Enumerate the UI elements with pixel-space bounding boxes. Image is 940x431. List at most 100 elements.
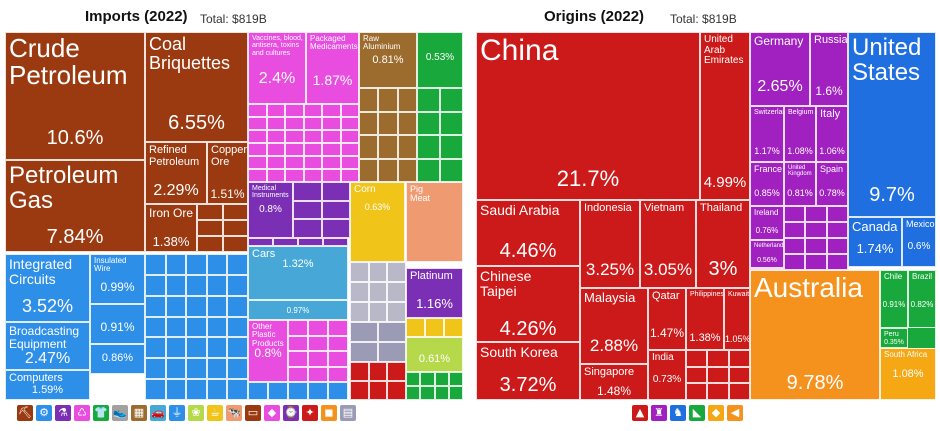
imports-small-tile[interactable] (387, 262, 406, 282)
origins-small-tile[interactable] (686, 366, 708, 384)
origins-tile-russia[interactable]: Russia 1.6% (810, 32, 848, 106)
origins-small-tile[interactable] (784, 206, 806, 222)
imports-small-tile[interactable] (359, 135, 379, 159)
origins-small-tile[interactable] (728, 350, 750, 367)
imports-legend-transport-icon[interactable]: 🚗 (150, 405, 166, 421)
imports-small-tile[interactable] (378, 322, 406, 342)
imports-small-tile[interactable] (206, 254, 228, 275)
imports-small-tile[interactable] (206, 379, 228, 400)
origins-small-tile[interactable] (784, 238, 806, 254)
imports-legend-art-icon[interactable]: ◆ (264, 405, 280, 421)
imports-small-tile[interactable] (186, 295, 207, 317)
imports-small-tile[interactable] (248, 169, 267, 182)
imports-small-tile[interactable] (227, 274, 248, 296)
imports-legend-vegetable-icon[interactable]: ❀ (188, 405, 204, 421)
imports-small-tile[interactable] (165, 358, 187, 380)
imports-small-tile[interactable] (145, 358, 166, 380)
imports-small-tile[interactable] (350, 381, 369, 400)
imports-small-tile[interactable] (303, 117, 322, 130)
imports-small-tile[interactable] (444, 318, 463, 337)
origins-legend-north-america-icon[interactable]: ♞ (670, 405, 686, 421)
origins-tile-france[interactable]: France 0.85% (750, 162, 784, 206)
imports-small-tile[interactable] (417, 135, 440, 159)
imports-small-tile[interactable] (227, 337, 248, 359)
origins-small-tile[interactable] (784, 222, 806, 238)
imports-small-tile[interactable] (359, 88, 379, 112)
imports-small-tile[interactable] (323, 238, 348, 246)
imports-small-tile[interactable] (448, 386, 463, 400)
origins-small-tile[interactable] (707, 383, 729, 400)
imports-small-tile[interactable] (293, 182, 322, 201)
imports-small-tile[interactable] (322, 117, 341, 130)
imports-small-tile[interactable] (268, 382, 288, 400)
origins-tile-united-arab-emirates[interactable]: United Arab Emirates 4.99% (700, 32, 750, 200)
imports-small-tile[interactable] (248, 238, 273, 246)
origins-tile-south-korea[interactable]: South Korea 3.72% (476, 342, 580, 400)
origins-tile-switzerland[interactable]: Switzerland 1.17% (750, 106, 784, 162)
origins-tile-saudi-arabia[interactable]: Saudi Arabia 4.46% (476, 200, 580, 266)
imports-tile-platinum[interactable]: Platinum 1.16% (406, 268, 463, 318)
imports-small-tile[interactable] (206, 358, 228, 380)
imports-legend-hide-icon[interactable]: ▭ (245, 405, 261, 421)
origins-tile-china[interactable]: China 21.7% (476, 32, 700, 200)
imports-tile-refined-petroleum[interactable]: Refined Petroleum 2.29% (145, 142, 207, 204)
imports-small-tile[interactable] (288, 366, 308, 382)
origins-small-tile[interactable] (707, 366, 729, 384)
imports-small-tile[interactable] (359, 111, 379, 135)
imports-small-tile[interactable] (288, 351, 308, 367)
imports-small-tile[interactable] (397, 135, 417, 159)
imports-tile-other-plastic-products[interactable]: Other Plastic Products 0.8% (248, 320, 288, 382)
origins-small-tile[interactable] (707, 350, 729, 367)
imports-small-tile[interactable] (288, 335, 308, 351)
imports-small-tile[interactable] (368, 262, 388, 282)
imports-tile-vaccines-blood-antisera-toxins-and-cultures[interactable]: Vaccines, blood, antisera, toxins and cu… (248, 32, 306, 104)
imports-small-tile[interactable] (165, 295, 187, 317)
origins-small-tile[interactable] (826, 238, 848, 254)
imports-small-tile[interactable] (266, 130, 285, 143)
imports-tile-tile-23[interactable]: 0.53% (417, 32, 463, 88)
imports-small-tile[interactable] (293, 200, 322, 220)
imports-tile-raw-aluminium[interactable]: Raw Aluminium 0.81% (359, 32, 417, 88)
imports-tile-tile-11[interactable]: 0.86% (90, 344, 145, 374)
imports-small-tile[interactable] (266, 104, 285, 117)
origins-tile-mexico[interactable]: Mexico 0.6% (902, 217, 936, 267)
origins-tile-kuwait[interactable]: Kuwait 1.05% (724, 288, 750, 350)
imports-small-tile[interactable] (186, 337, 207, 359)
imports-legend-weapon-icon[interactable]: ✦ (302, 405, 318, 421)
imports-small-tile[interactable] (145, 337, 166, 359)
imports-small-tile[interactable] (378, 342, 406, 362)
origins-small-tile[interactable] (728, 366, 750, 384)
imports-small-tile[interactable] (248, 143, 267, 156)
imports-small-tile[interactable] (206, 274, 228, 296)
imports-small-tile[interactable] (387, 282, 406, 302)
imports-small-tile[interactable] (350, 342, 378, 362)
imports-small-tile[interactable] (248, 382, 268, 400)
imports-small-tile[interactable] (285, 130, 304, 143)
imports-small-tile[interactable] (378, 88, 398, 112)
imports-tile-tile-22[interactable]: 0.61% (406, 337, 463, 372)
origins-tile-peru[interactable]: Peru 0.35% (880, 328, 908, 348)
imports-small-tile[interactable] (368, 362, 388, 381)
origins-small-tile[interactable] (686, 383, 708, 400)
imports-tile-corn[interactable]: Corn 0.63% (350, 182, 405, 262)
imports-small-tile[interactable] (425, 318, 444, 337)
imports-small-tile[interactable] (350, 302, 369, 322)
imports-small-tile[interactable] (322, 104, 341, 117)
imports-small-tile[interactable] (303, 130, 322, 143)
imports-small-tile[interactable] (340, 117, 359, 130)
origins-tile-germany[interactable]: Germany 2.65% (750, 32, 810, 106)
imports-small-tile[interactable] (350, 282, 369, 302)
imports-small-tile[interactable] (406, 372, 421, 386)
imports-small-tile[interactable] (340, 143, 359, 156)
imports-legend-machine-icon[interactable]: ⚙ (36, 405, 52, 421)
imports-small-tile[interactable] (406, 386, 421, 400)
imports-small-tile[interactable] (440, 135, 463, 159)
origins-tile-netherlands[interactable]: Netherlands 0.56% (750, 240, 784, 268)
imports-small-tile[interactable] (285, 143, 304, 156)
imports-small-tile[interactable] (227, 295, 248, 317)
imports-small-tile[interactable] (378, 135, 398, 159)
imports-small-tile[interactable] (303, 156, 322, 169)
origins-small-tile[interactable] (686, 350, 708, 367)
imports-legend-footwear-icon[interactable]: 👟 (112, 405, 128, 421)
imports-small-tile[interactable] (322, 143, 341, 156)
